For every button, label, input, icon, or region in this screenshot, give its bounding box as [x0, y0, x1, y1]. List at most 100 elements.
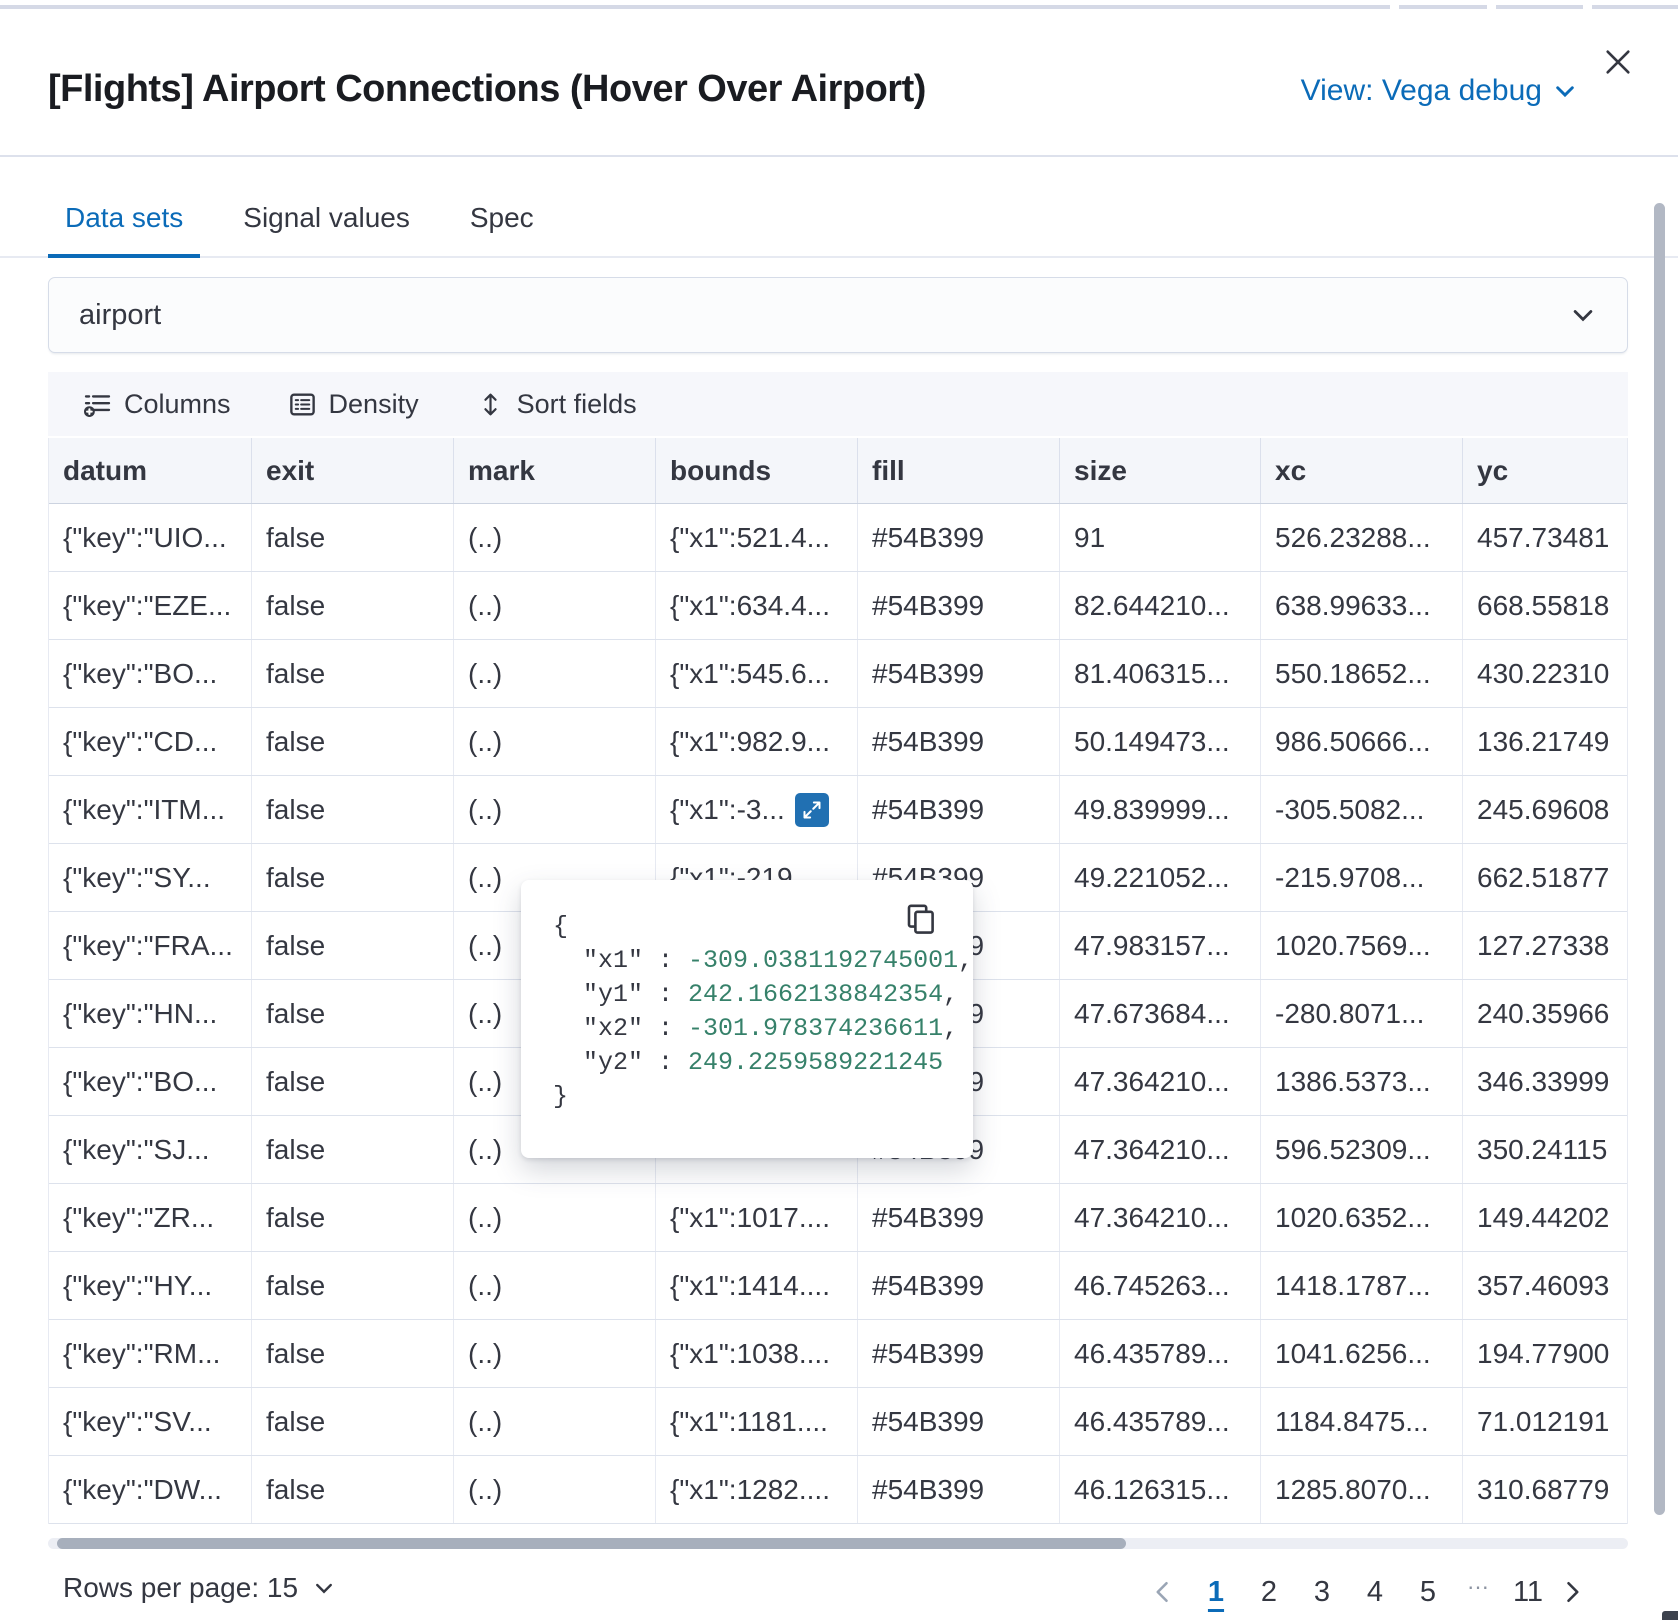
cell-fill[interactable]: #54B399: [858, 1184, 1060, 1251]
cell-exit[interactable]: false: [252, 1456, 454, 1523]
cell-size[interactable]: 47.364210...: [1060, 1048, 1261, 1115]
cell-datum[interactable]: {"key":"UIO...: [49, 504, 252, 571]
column-header-fill[interactable]: fill: [858, 438, 1060, 503]
cell-bounds[interactable]: {"x1":1282....: [656, 1456, 858, 1523]
cell-size[interactable]: 82.644210...: [1060, 572, 1261, 639]
cell-datum[interactable]: {"key":"SJ...: [49, 1116, 252, 1183]
cell-mark[interactable]: (..): [454, 1320, 656, 1387]
column-header-bounds[interactable]: bounds: [656, 438, 858, 503]
cell-xc[interactable]: 1020.6352...: [1261, 1184, 1463, 1251]
column-header-mark[interactable]: mark: [454, 438, 656, 503]
cell-datum[interactable]: {"key":"RM...: [49, 1320, 252, 1387]
cell-bounds[interactable]: {"x1":1038....: [656, 1320, 858, 1387]
cell-yc[interactable]: 662.51877: [1463, 844, 1626, 911]
cell-xc[interactable]: 1020.7569...: [1261, 912, 1463, 979]
cell-exit[interactable]: false: [252, 1048, 454, 1115]
cell-datum[interactable]: {"key":"HY...: [49, 1252, 252, 1319]
cell-exit[interactable]: false: [252, 776, 454, 843]
column-header-xc[interactable]: xc: [1261, 438, 1463, 503]
cell-bounds[interactable]: {"x1":982.9...: [656, 708, 858, 775]
cell-fill[interactable]: #54B399: [858, 776, 1060, 843]
cell-yc[interactable]: 240.35966: [1463, 980, 1626, 1047]
cell-exit[interactable]: false: [252, 844, 454, 911]
cell-bounds[interactable]: {"x1":634.4...: [656, 572, 858, 639]
cell-yc[interactable]: 136.21749: [1463, 708, 1626, 775]
cell-exit[interactable]: false: [252, 1184, 454, 1251]
pagination-page-1[interactable]: 1: [1194, 1568, 1238, 1616]
cell-yc[interactable]: 149.44202: [1463, 1184, 1626, 1251]
cell-fill[interactable]: #54B399: [858, 1456, 1060, 1523]
cell-size[interactable]: 46.126315...: [1060, 1456, 1261, 1523]
view-selector[interactable]: View: Vega debug: [1301, 74, 1578, 108]
cell-yc[interactable]: 194.77900: [1463, 1320, 1626, 1387]
close-icon[interactable]: [1600, 44, 1636, 80]
cell-size[interactable]: 46.435789...: [1060, 1388, 1261, 1455]
cell-mark[interactable]: (..): [454, 572, 656, 639]
cell-yc[interactable]: 310.68779: [1463, 1456, 1626, 1523]
sort-fields-button[interactable]: Sort fields: [477, 389, 637, 420]
cell-yc[interactable]: 430.22310: [1463, 640, 1626, 707]
cell-mark[interactable]: (..): [454, 844, 656, 911]
cell-size[interactable]: 49.839999...: [1060, 776, 1261, 843]
cell-exit[interactable]: false: [252, 980, 454, 1047]
column-header-exit[interactable]: exit: [252, 438, 454, 503]
density-button[interactable]: Density: [289, 389, 419, 420]
cell-xc[interactable]: 526.23288...: [1261, 504, 1463, 571]
cell-bounds[interactable]: {"x1":1181....: [656, 1388, 858, 1455]
tab-spec[interactable]: Spec: [469, 202, 534, 233]
cell-xc[interactable]: 550.18652...: [1261, 640, 1463, 707]
cell-size[interactable]: 81.406315...: [1060, 640, 1261, 707]
cell-yc[interactable]: 127.27338: [1463, 912, 1626, 979]
cell-xc[interactable]: 638.99633...: [1261, 572, 1463, 639]
horizontal-scrollbar-track[interactable]: [48, 1538, 1628, 1549]
tab-signal-values[interactable]: Signal values: [243, 202, 410, 233]
cell-exit[interactable]: false: [252, 1116, 454, 1183]
rows-per-page-button[interactable]: Rows per page: 15: [63, 1572, 336, 1604]
cell-exit[interactable]: false: [252, 912, 454, 979]
tab-data-sets[interactable]: Data sets: [48, 196, 201, 258]
cell-yc[interactable]: 668.55818: [1463, 572, 1626, 639]
cell-xc[interactable]: 596.52309...: [1261, 1116, 1463, 1183]
cell-size[interactable]: 49.221052...: [1060, 844, 1261, 911]
cell-xc[interactable]: 1041.6256...: [1261, 1320, 1463, 1387]
cell-exit[interactable]: false: [252, 1320, 454, 1387]
cell-xc[interactable]: -280.8071...: [1261, 980, 1463, 1047]
cell-bounds[interactable]: {"x1":521.4...: [656, 504, 858, 571]
cell-fill[interactable]: #54B399: [858, 640, 1060, 707]
column-header-size[interactable]: size: [1060, 438, 1261, 503]
cell-datum[interactable]: {"key":"BO...: [49, 1048, 252, 1115]
cell-mark[interactable]: (..): [454, 504, 656, 571]
cell-datum[interactable]: {"key":"DW...: [49, 1456, 252, 1523]
cell-mark[interactable]: (..): [454, 1184, 656, 1251]
cell-fill[interactable]: #54B399: [858, 572, 1060, 639]
cell-datum[interactable]: {"key":"CD...: [49, 708, 252, 775]
column-header-datum[interactable]: datum: [49, 438, 252, 503]
cell-xc[interactable]: -305.5082...: [1261, 776, 1463, 843]
copy-icon[interactable]: [905, 902, 939, 936]
cell-yc[interactable]: 71.012191: [1463, 1388, 1626, 1455]
cell-size[interactable]: 46.435789...: [1060, 1320, 1261, 1387]
pagination-page-11[interactable]: 11: [1506, 1568, 1550, 1616]
cell-size[interactable]: 50.149473...: [1060, 708, 1261, 775]
cell-mark[interactable]: (..): [454, 640, 656, 707]
cell-bounds[interactable]: {"x1":1017....: [656, 1184, 858, 1251]
vertical-scrollbar[interactable]: [1654, 203, 1665, 1515]
cell-xc[interactable]: -215.9708...: [1261, 844, 1463, 911]
cell-xc[interactable]: 1418.1787...: [1261, 1252, 1463, 1319]
cell-exit[interactable]: false: [252, 1252, 454, 1319]
cell-xc[interactable]: 1184.8475...: [1261, 1388, 1463, 1455]
cell-mark[interactable]: (..): [454, 1388, 656, 1455]
cell-mark[interactable]: (..): [454, 776, 656, 843]
cell-size[interactable]: 46.745263...: [1060, 1252, 1261, 1319]
pagination-page-2[interactable]: 2: [1247, 1568, 1291, 1616]
cell-fill[interactable]: #54B399: [858, 1252, 1060, 1319]
cell-mark[interactable]: (..): [454, 708, 656, 775]
cell-size[interactable]: 47.983157...: [1060, 912, 1261, 979]
column-header-yc[interactable]: yc: [1477, 455, 1509, 486]
cell-fill[interactable]: #54B399: [858, 1320, 1060, 1387]
cell-mark[interactable]: (..): [454, 1456, 656, 1523]
cell-exit[interactable]: false: [252, 504, 454, 571]
dataset-select[interactable]: airport: [48, 277, 1628, 353]
cell-exit[interactable]: false: [252, 708, 454, 775]
cell-datum[interactable]: {"key":"SV...: [49, 1388, 252, 1455]
